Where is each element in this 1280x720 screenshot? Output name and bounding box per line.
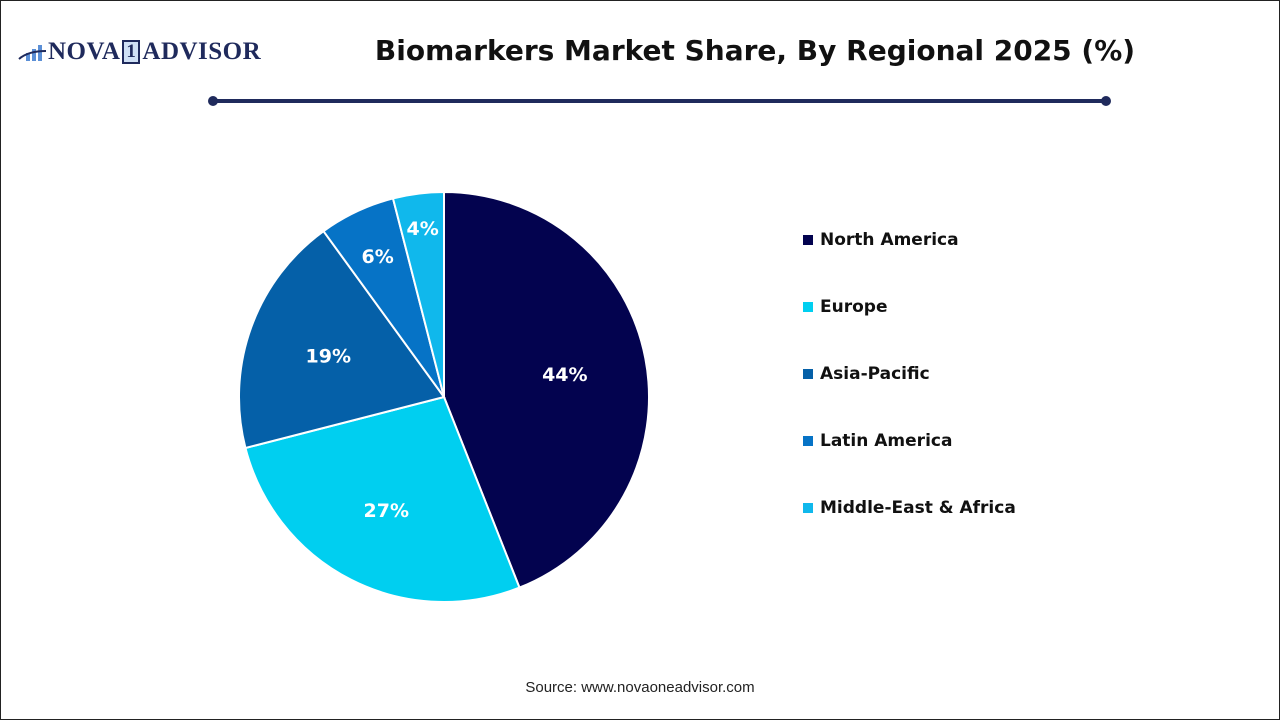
pie-slice-north-america [443,190,650,589]
legend-swatch [803,235,813,245]
slice-value-label: 4% [407,218,439,240]
slice-value-label: 27% [364,500,409,522]
legend-swatch [803,302,813,312]
source-note: Source: www.novaoneadvisor.com [525,679,755,696]
legend-swatch [803,436,813,446]
legend-item-north-america: North America [803,228,1016,252]
pie-slice-europe [244,395,521,603]
logo-box-one: 1 [122,40,141,64]
slice-value-label: 19% [306,345,351,367]
legend: North America Europe Asia-Pacific Latin … [803,228,1016,563]
legend-swatch [803,503,813,513]
legend-swatch [803,369,813,379]
pie-slice-asia-pacific [238,229,446,450]
logo-text-advisor: ADVISOR [142,38,262,65]
logo: NOVA 1 ADVISOR [18,36,261,68]
legend-item-middle-east-africa: Middle-East & Africa [803,496,1016,520]
slice-value-label: 6% [362,246,394,268]
underline-left-dot [208,96,218,106]
logo-text-nova: NOVA [48,38,121,65]
underline-right-dot [1101,96,1111,106]
legend-item-europe: Europe [803,295,1016,319]
bar-chart-logo-icon [18,45,47,61]
pie-slice-middle-east-africa [391,190,445,398]
chart-title: Biomarkers Market Share, By Regional 202… [374,34,1136,67]
legend-item-asia-pacific: Asia-Pacific [803,362,1016,386]
legend-item-latin-america: Latin America [803,429,1016,453]
title-underline [213,99,1106,103]
slice-value-label: 44% [542,364,587,386]
